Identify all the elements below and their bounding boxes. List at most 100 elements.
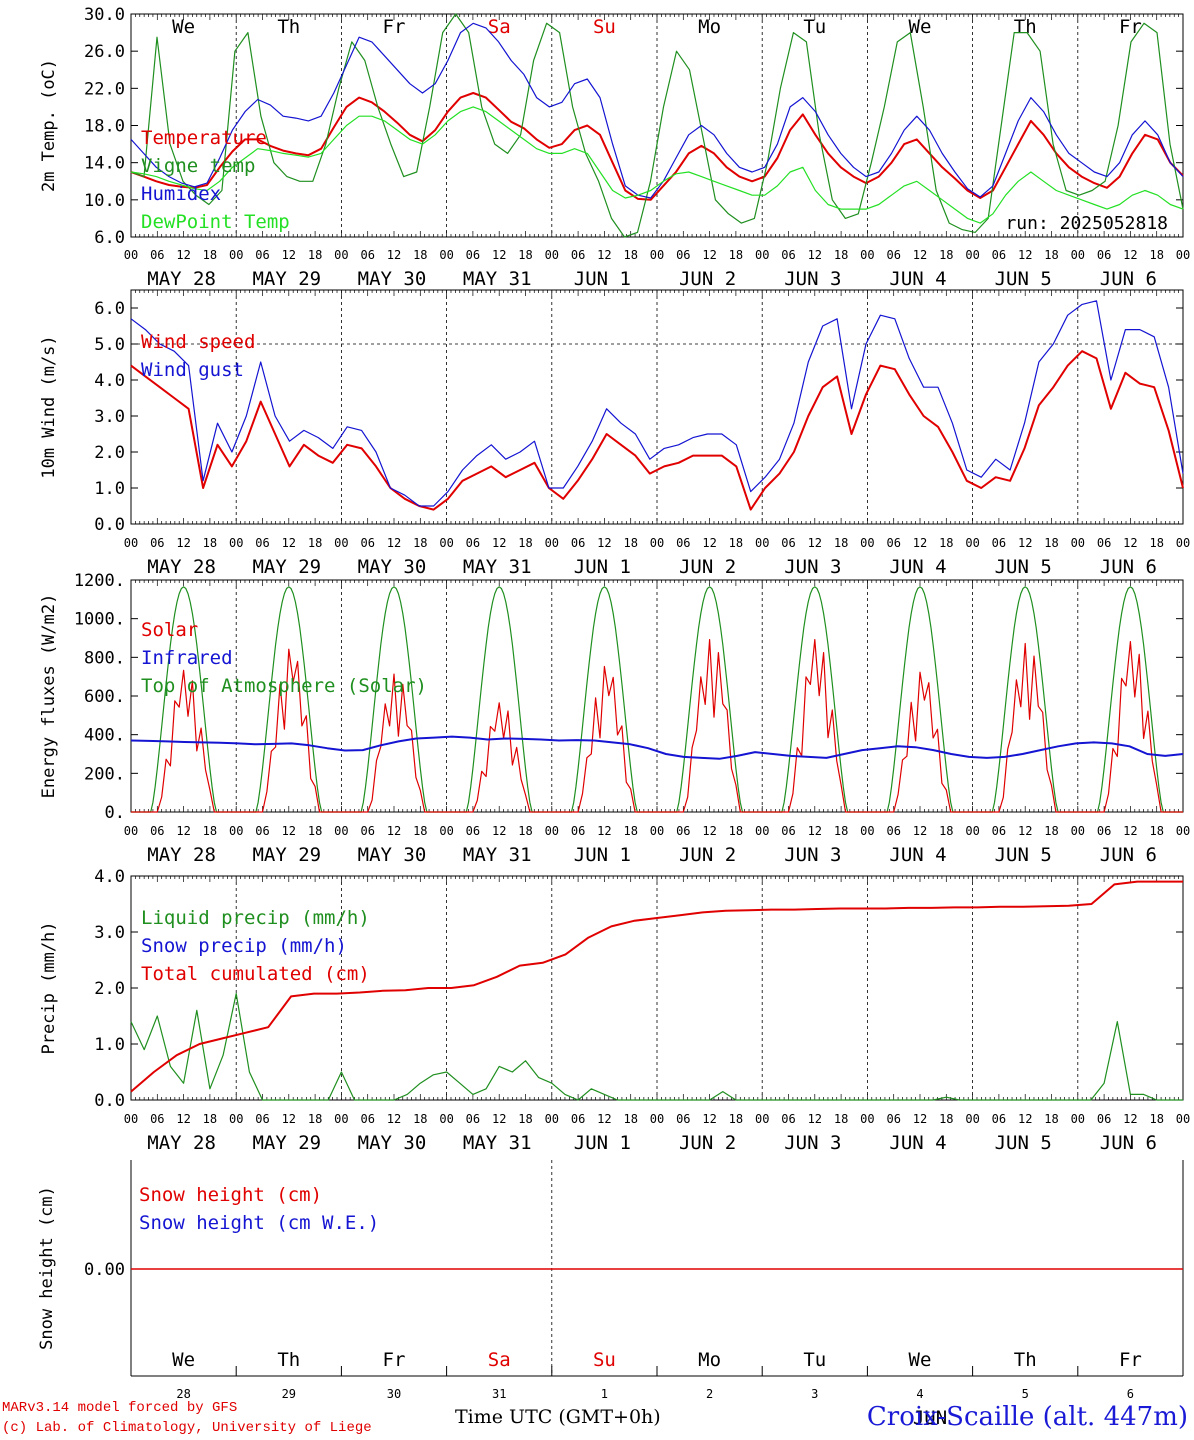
weekday-label: Th xyxy=(277,16,300,38)
day-label: JUN 5 xyxy=(995,844,1052,866)
hour-tick-label: 06 xyxy=(1097,536,1111,550)
hour-tick-label: 00 xyxy=(1071,824,1085,838)
day-label: JUN 3 xyxy=(784,556,841,578)
weekday-label: Th xyxy=(277,1349,300,1371)
y-tick-label: 10.0 xyxy=(84,191,125,211)
hour-tick-label: 00 xyxy=(229,1112,243,1126)
legend-entry: Liquid precip (mm/h) xyxy=(141,907,370,929)
hour-tick-label: 18 xyxy=(518,824,532,838)
day-label: MAY 29 xyxy=(252,1132,321,1154)
weekday-label: Fr xyxy=(1119,16,1142,38)
toa-solar-line xyxy=(341,586,447,813)
hour-tick-label: 18 xyxy=(413,824,427,838)
day-label: MAY 31 xyxy=(463,844,532,866)
hour-tick-label: 06 xyxy=(992,248,1006,262)
weekday-label: Th xyxy=(1014,1349,1037,1371)
hour-tick-label: 18 xyxy=(939,536,953,550)
legend-entry: Wind gust xyxy=(141,359,244,381)
hour-tick-label: 18 xyxy=(308,248,322,262)
weekday-label: We xyxy=(172,1349,195,1371)
hour-tick-label: 00 xyxy=(965,824,979,838)
weekday-label: We xyxy=(172,16,195,38)
weekday-label: Tu xyxy=(803,1349,826,1371)
day-label: JUN 1 xyxy=(574,556,631,578)
model-credit: MARv3.14 model forced by GFS xyxy=(2,1400,238,1416)
y-axis-label: 2m Temp. (oC) xyxy=(39,59,59,192)
y-tick-label: 22.0 xyxy=(84,79,125,99)
day-number-label: 6 xyxy=(1127,1387,1134,1401)
month-label: JUN xyxy=(913,1407,947,1429)
y-tick-label: 30.0 xyxy=(84,5,125,25)
legend-entry: Solar xyxy=(141,619,198,641)
hour-tick-label: 18 xyxy=(834,536,848,550)
hour-tick-label: 12 xyxy=(387,536,401,550)
hour-tick-label: 12 xyxy=(282,1112,296,1126)
hour-tick-label: 00 xyxy=(545,248,559,262)
y-tick-label: 1.0 xyxy=(94,1035,125,1055)
weekday-label: Fr xyxy=(1119,1349,1142,1371)
legend-entry: Total cumulated (cm) xyxy=(141,963,370,985)
hour-tick-label: 00 xyxy=(755,248,769,262)
legend-entry: Snow height (cm W.E.) xyxy=(139,1212,379,1234)
hour-tick-label: 18 xyxy=(1044,536,1058,550)
hour-tick-label: 06 xyxy=(150,536,164,550)
hour-tick-label: 12 xyxy=(492,824,506,838)
hour-tick-label: 00 xyxy=(1071,536,1085,550)
hour-tick-label: 06 xyxy=(571,824,585,838)
hour-tick-label: 06 xyxy=(571,1112,585,1126)
hour-tick-label: 00 xyxy=(439,248,453,262)
hour-tick-label: 06 xyxy=(360,1112,374,1126)
hour-tick-label: 12 xyxy=(1018,824,1032,838)
hour-tick-label: 18 xyxy=(413,248,427,262)
hour-tick-label: 00 xyxy=(545,1112,559,1126)
toa-solar-line xyxy=(446,586,552,813)
wind-speed-line xyxy=(130,350,1184,511)
station-label: Croix-Scaille (alt. 447m) xyxy=(866,1402,1188,1432)
day-label: JUN 3 xyxy=(784,1132,841,1154)
day-label: JUN 4 xyxy=(889,556,946,578)
hour-tick-label: 00 xyxy=(1071,248,1085,262)
y-tick-label: 3.0 xyxy=(94,407,125,427)
solar-line xyxy=(446,702,552,813)
day-label: JUN 5 xyxy=(995,268,1052,290)
day-label: MAY 30 xyxy=(358,268,427,290)
toa-solar-line xyxy=(1077,586,1183,813)
hour-tick-label: 06 xyxy=(1097,1112,1111,1126)
solar-line xyxy=(341,673,447,813)
hour-tick-label: 18 xyxy=(203,824,217,838)
day-label: JUN 1 xyxy=(574,844,631,866)
hour-tick-label: 06 xyxy=(886,248,900,262)
solar-line xyxy=(657,638,763,813)
y-tick-label: 0.0 xyxy=(94,515,125,535)
temperature-panel xyxy=(130,13,1184,238)
day-label: JUN 6 xyxy=(1100,556,1157,578)
hour-tick-label: 00 xyxy=(965,536,979,550)
toa-solar-line xyxy=(867,586,973,813)
hour-tick-label: 18 xyxy=(729,1112,743,1126)
hour-tick-label: 12 xyxy=(702,248,716,262)
hour-tick-label: 06 xyxy=(886,824,900,838)
weekday-label: Tu xyxy=(803,16,826,38)
hour-tick-label: 18 xyxy=(623,824,637,838)
hour-tick-label: 18 xyxy=(308,536,322,550)
hour-tick-label: 12 xyxy=(387,248,401,262)
solar-line xyxy=(972,642,1078,813)
legend-entry: Vigne temp xyxy=(141,155,255,177)
hour-tick-label: 18 xyxy=(1149,824,1163,838)
day-label: JUN 2 xyxy=(679,1132,736,1154)
hour-tick-label: 18 xyxy=(518,1112,532,1126)
solar-line xyxy=(551,665,657,813)
day-number-label: 31 xyxy=(492,1387,506,1401)
hour-tick-label: 12 xyxy=(808,824,822,838)
hour-tick-label: 06 xyxy=(1097,824,1111,838)
hour-tick-label: 12 xyxy=(387,1112,401,1126)
hour-tick-label: 00 xyxy=(229,248,243,262)
hour-tick-label: 06 xyxy=(150,824,164,838)
lab-credit: (c) Lab. of Climatology, University of L… xyxy=(2,1420,372,1436)
day-label: MAY 30 xyxy=(358,556,427,578)
weekday-label: Sa xyxy=(488,1349,511,1371)
hour-tick-label: 12 xyxy=(492,536,506,550)
hour-tick-label: 18 xyxy=(518,248,532,262)
hour-tick-label: 06 xyxy=(886,1112,900,1126)
hour-tick-label: 06 xyxy=(150,248,164,262)
